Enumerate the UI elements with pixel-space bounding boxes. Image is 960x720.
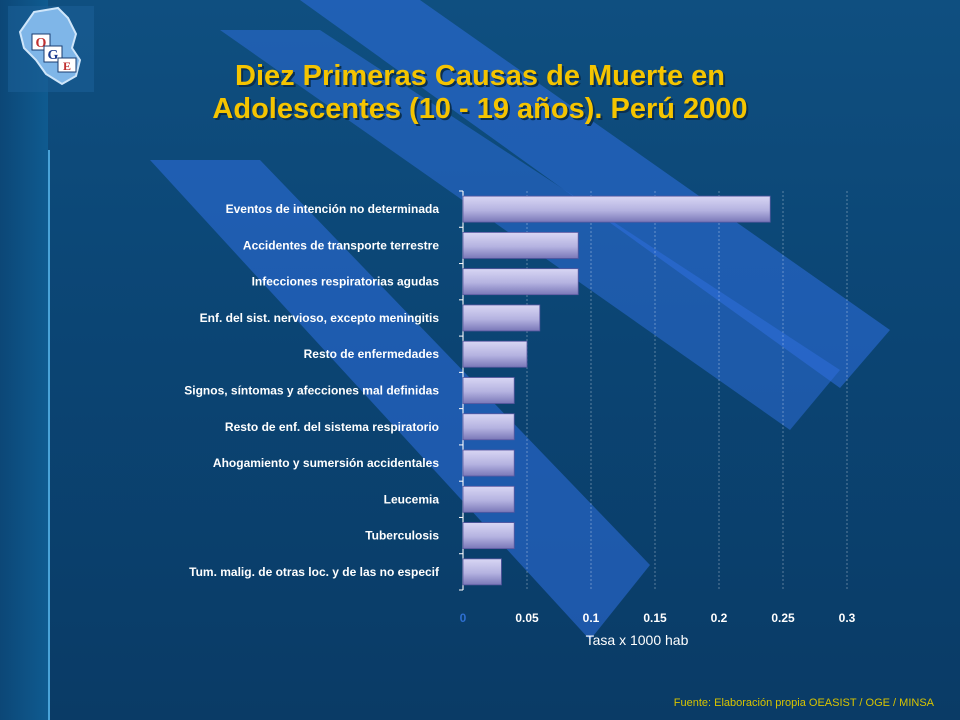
bar	[462, 522, 515, 549]
category-label: Ahogamiento y sumersión accidentales	[213, 456, 439, 470]
title-line-2: Adolescentes (10 - 19 años). Perú 2000	[212, 93, 748, 125]
bar	[462, 304, 541, 332]
category-labels: Eventos de intención no determinada Accid…	[184, 202, 440, 579]
category-label: Accidentes de transporte terrestre	[243, 238, 439, 252]
x-tick-label: 0.15	[643, 611, 667, 625]
bar	[462, 268, 579, 296]
category-label: Infecciones respiratorias agudas	[252, 275, 440, 289]
x-tick-label: 0.25	[771, 611, 795, 625]
bar	[462, 485, 515, 513]
x-axis-label: Tasa x 1000 hab	[586, 632, 689, 648]
category-label: Enf. del sist. nervioso, excepto meningi…	[200, 311, 440, 325]
svg-text:O: O	[36, 36, 47, 51]
bar	[462, 449, 515, 477]
svg-text:G: G	[48, 48, 59, 63]
category-label: Eventos de intención no determinada	[226, 202, 440, 216]
bar	[462, 413, 515, 441]
bar	[462, 195, 771, 223]
category-label: Signos, síntomas y afecciones mal defini…	[184, 384, 439, 398]
x-tick-label: 0.2	[711, 611, 728, 625]
oge-peru-map-logo-icon: O G E	[8, 6, 94, 92]
page-title: Diez Primeras Causas de Muerte en Adoles…	[120, 60, 840, 126]
source-note: Fuente: Elaboración propia OEASIST / OGE…	[673, 697, 934, 709]
bar	[462, 232, 579, 259]
x-tick-label: 0.1	[583, 611, 600, 625]
x-tick-label: 0.3	[839, 611, 856, 625]
bar	[462, 377, 515, 404]
category-label: Resto de enf. del sistema respiratorio	[225, 420, 439, 434]
x-tick-label: 0.05	[515, 611, 539, 625]
x-tick-labels: 0 0.05 0.1 0.15 0.2 0.25 0.3	[460, 611, 856, 625]
frame-line-vertical	[48, 150, 50, 720]
bar	[462, 340, 528, 368]
category-label: Tuberculosis	[365, 529, 439, 543]
category-label: Resto de enfermedades	[304, 347, 440, 361]
x-tick-label: 0	[460, 611, 467, 625]
chart-bars	[462, 195, 771, 586]
category-label: Leucemia	[384, 492, 440, 506]
bar	[462, 558, 502, 586]
left-band	[0, 0, 48, 720]
category-label: Tum. malig. de otras loc. y de las no es…	[189, 565, 440, 579]
title-line-1: Diez Primeras Causas de Muerte en	[235, 60, 725, 92]
svg-text:E: E	[63, 59, 71, 73]
